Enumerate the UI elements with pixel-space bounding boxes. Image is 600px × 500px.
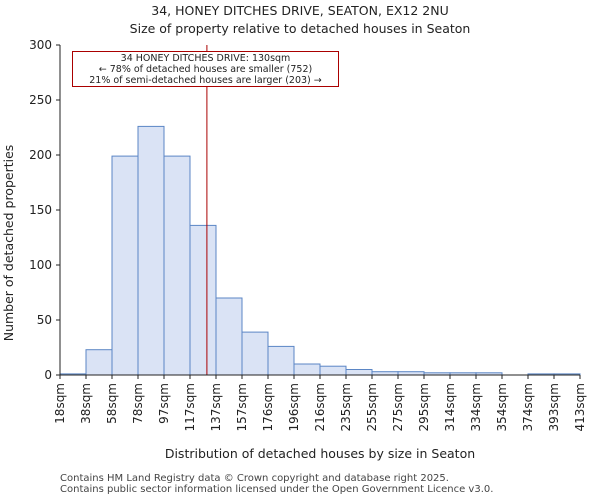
x-tick-label: 275sqm [391, 383, 405, 431]
footer-copyright: Contains HM Land Registry data © Crown c… [60, 473, 449, 484]
histogram-bar [163, 155, 191, 376]
y-axis-label: Number of detached properties [1, 145, 16, 342]
histogram-bar [111, 155, 139, 376]
x-tick-label: 374sqm [521, 383, 535, 431]
x-tick-label: 137sqm [209, 383, 223, 431]
y-tick-label: 250 [29, 93, 52, 107]
x-tick-label: 18sqm [53, 383, 67, 424]
x-tick-label: 354sqm [495, 383, 509, 431]
x-tick-label: 78sqm [131, 383, 145, 424]
annotation-line-1: 34 HONEY DITCHES DRIVE: 130sqm [120, 53, 291, 64]
x-tick-label: 157sqm [235, 383, 249, 431]
histogram-bar [215, 297, 243, 376]
y-tick-label: 100 [29, 258, 52, 272]
annotation-line-3: 21% of semi-detached houses are larger (… [89, 75, 322, 86]
chart-title: 34, HONEY DITCHES DRIVE, SEATON, EX12 2N… [151, 3, 449, 18]
x-tick-label: 295sqm [417, 383, 431, 431]
histogram-bar [267, 345, 295, 376]
footer-licence: Contains public sector information licen… [60, 484, 494, 495]
x-tick-label: 58sqm [105, 383, 119, 424]
x-tick-label: 216sqm [313, 383, 327, 431]
x-tick-label: 235sqm [339, 383, 353, 431]
chart-subtitle: Size of property relative to detached ho… [129, 21, 471, 36]
x-tick-label: 97sqm [157, 383, 171, 424]
histogram-bar [85, 349, 113, 376]
y-tick-label: 0 [44, 368, 52, 382]
histogram-bar [293, 363, 321, 376]
y-tick-label: 150 [29, 203, 52, 217]
x-axis-label: Distribution of detached houses by size … [165, 446, 475, 461]
x-tick-label: 314sqm [443, 383, 457, 431]
x-tick-label: 255sqm [365, 383, 379, 431]
histogram-bar [345, 369, 373, 376]
x-tick-label: 196sqm [287, 383, 301, 431]
x-tick-label: 413sqm [573, 383, 587, 431]
x-tick-label: 38sqm [79, 383, 93, 424]
y-tick-label: 200 [29, 148, 52, 162]
histogram-bar [189, 224, 217, 376]
y-tick-label: 50 [37, 313, 52, 327]
histogram-bar [319, 365, 347, 376]
annotation-line-2: ← 78% of detached houses are smaller (75… [98, 64, 313, 75]
x-tick-label: 393sqm [547, 383, 561, 431]
histogram-bar [241, 331, 269, 376]
y-tick-label: 300 [29, 38, 52, 52]
histogram-bar [137, 125, 165, 376]
property-annotation-box: 34 HONEY DITCHES DRIVE: 130sqm ← 78% of … [72, 51, 339, 87]
x-tick-label: 334sqm [469, 383, 483, 431]
x-tick-label: 117sqm [183, 383, 197, 431]
x-tick-label: 176sqm [261, 383, 275, 431]
